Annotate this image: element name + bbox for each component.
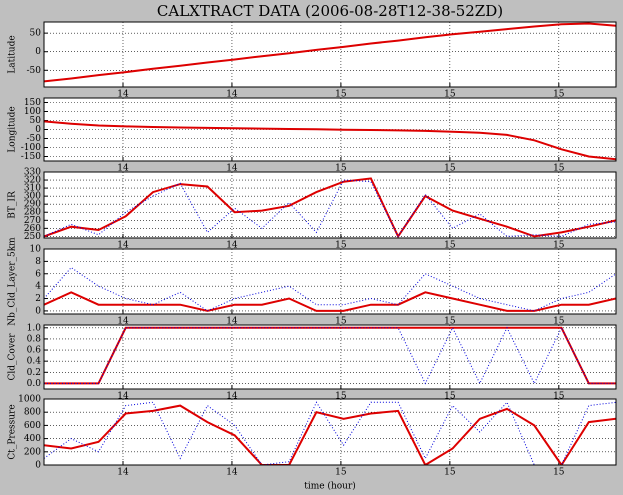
- y-tick-label: 0.6: [27, 346, 42, 356]
- y-tick-label: -100: [21, 143, 41, 153]
- y-tick-label: 280: [24, 208, 41, 218]
- x-tick-label: 14: [117, 468, 129, 478]
- x-tick-label: 15: [553, 392, 565, 402]
- plot-area: [44, 325, 616, 389]
- data-line: [44, 120, 616, 161]
- data-line: [44, 404, 616, 465]
- x-tick-label: 14: [117, 241, 129, 251]
- data-line: [44, 326, 616, 385]
- x-tick-label: 15: [335, 241, 347, 251]
- x-tick-label: 15: [444, 241, 456, 251]
- plot-frame: [43, 398, 617, 466]
- data-line-secondary: [44, 401, 616, 465]
- y-tick-label: 2: [35, 294, 41, 304]
- x-tick-label: 15: [335, 90, 347, 100]
- y-tick-label: 0: [35, 461, 41, 471]
- y-tick-label: 260: [24, 224, 41, 234]
- data-line-secondary: [44, 266, 616, 312]
- x-tick-label: 14: [117, 164, 129, 174]
- plot-area: [44, 22, 616, 87]
- x-tick-label: 14: [117, 90, 129, 100]
- x-tick-label: 14: [226, 468, 238, 478]
- x-tick-label: 15: [553, 468, 565, 478]
- y-tick-label: 8: [35, 257, 41, 267]
- x-tick-label: 15: [335, 468, 347, 478]
- y-tick-label: 100: [24, 107, 41, 117]
- y-axis-label: Ct_Pressure: [8, 404, 18, 459]
- x-tick-label: 14: [226, 164, 238, 174]
- x-tick-label: 15: [335, 392, 347, 402]
- data-line: [44, 177, 616, 238]
- plot-area: [44, 249, 616, 314]
- plot-frame: [43, 21, 617, 88]
- y-tick-label: -50: [27, 66, 42, 76]
- chart-title: CALXTRACT DATA (2006-08-28T12-38-52ZD): [157, 2, 503, 20]
- plot-frame: [43, 248, 617, 315]
- y-tick-label: 0: [35, 306, 41, 316]
- x-tick-label: 14: [117, 392, 129, 402]
- y-tick-label: -150: [21, 152, 41, 162]
- x-tick-label: 15: [553, 317, 565, 327]
- y-tick-label: 600: [24, 421, 41, 431]
- y-tick-label: 150: [24, 98, 41, 108]
- y-tick-label: 10: [30, 245, 42, 255]
- x-tick-label: 15: [335, 164, 347, 174]
- y-axis-label: Latitude: [8, 35, 18, 73]
- y-tick-label: 50: [30, 116, 42, 126]
- x-axis-label: time (hour): [304, 481, 356, 492]
- y-tick-label: 330: [24, 168, 41, 178]
- x-tick-label: 15: [444, 392, 456, 402]
- y-tick-label: 310: [24, 184, 41, 194]
- y-tick-label: 50: [30, 29, 42, 39]
- y-tick-label: 0.4: [27, 357, 42, 367]
- y-tick-label: 290: [24, 200, 41, 210]
- x-tick-label: 15: [553, 241, 565, 251]
- x-tick-label: 14: [226, 392, 238, 402]
- y-tick-label: 800: [24, 408, 41, 418]
- y-tick-label: -50: [27, 134, 42, 144]
- y-tick-label: 0.0: [27, 379, 42, 389]
- y-tick-label: 270: [24, 216, 41, 226]
- x-tick-label: 15: [553, 164, 565, 174]
- y-tick-label: 400: [24, 434, 41, 444]
- data-line: [44, 22, 616, 83]
- y-axis-label: Nb_Cld_Layer_5km: [8, 237, 18, 326]
- plot-frame: [43, 324, 617, 390]
- plot-area: [44, 399, 616, 465]
- x-tick-label: 14: [226, 317, 238, 327]
- y-tick-label: 6: [35, 269, 41, 279]
- y-tick-label: 200: [24, 447, 41, 457]
- plot-frame: [43, 171, 617, 239]
- y-axis-label: BT_IR: [8, 191, 18, 219]
- x-tick-label: 15: [444, 317, 456, 327]
- data-line-secondary: [44, 179, 616, 238]
- y-tick-label: 300: [24, 192, 41, 202]
- x-tick-label: 14: [117, 317, 129, 327]
- data-line: [44, 291, 616, 312]
- x-tick-label: 14: [226, 90, 238, 100]
- y-tick-label: 0: [35, 125, 41, 135]
- x-tick-label: 15: [553, 90, 565, 100]
- y-tick-label: 4: [35, 282, 41, 292]
- y-tick-label: 0: [35, 47, 41, 57]
- x-tick-label: 14: [226, 241, 238, 251]
- y-axis-label: Longitude: [8, 106, 18, 152]
- y-tick-label: 1.0: [27, 323, 42, 333]
- y-tick-label: 1000: [18, 395, 41, 405]
- x-tick-label: 15: [444, 164, 456, 174]
- plot-frame: [43, 97, 617, 162]
- x-tick-label: 15: [444, 90, 456, 100]
- x-tick-label: 15: [444, 468, 456, 478]
- y-tick-label: 0.8: [27, 334, 42, 344]
- y-axis-label: Cld_Cover: [8, 333, 18, 381]
- x-tick-label: 15: [335, 317, 347, 327]
- y-tick-label: 320: [24, 176, 41, 186]
- y-tick-label: 250: [24, 232, 41, 242]
- y-tick-label: 0.2: [27, 368, 41, 378]
